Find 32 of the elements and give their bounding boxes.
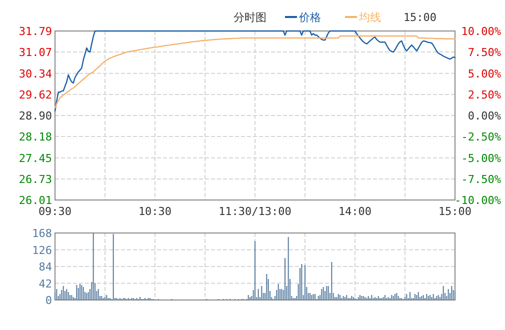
- x-tick-label: 11:30/13:00: [218, 205, 292, 218]
- x-tick-label: 15:00: [438, 205, 472, 218]
- y2-tick-label: 7.50%: [468, 46, 502, 60]
- text: 15:00: [403, 11, 437, 24]
- y2-tick-label: -10.00%: [454, 194, 502, 207]
- y-tick-label: 31.79: [18, 25, 52, 38]
- y-tick-label: 168: [32, 227, 52, 240]
- x-tick-label: 10:30: [138, 205, 172, 218]
- y-tick-label: 84: [38, 260, 52, 274]
- y-tick-label: 29.62: [18, 88, 52, 102]
- y-tick-label: 0: [45, 294, 52, 307]
- y2-tick-label: -5.00%: [461, 152, 502, 165]
- y2-tick-label: 5.00%: [468, 67, 502, 80]
- y-tick-label: 27.45: [18, 152, 52, 165]
- y2-tick-label: 10.00%: [461, 25, 502, 38]
- chart-title: 分时图: [234, 11, 266, 24]
- y2-tick-label: 2.50%: [468, 88, 502, 102]
- legend-label: 均线: [358, 11, 381, 24]
- legend-label: 价格: [298, 11, 321, 24]
- y-tick-label: 28.90: [18, 110, 52, 122]
- y-tick-label: 42: [38, 277, 52, 290]
- y-tick-label: 28.18: [18, 130, 52, 144]
- y-tick-label: 31.07: [18, 46, 52, 60]
- y-tick-label: 30.34: [18, 67, 52, 80]
- y2-tick-label: -7.50%: [461, 172, 502, 186]
- y-tick-label: 26.73: [18, 172, 52, 186]
- y2-tick-label: -2.50%: [461, 130, 502, 144]
- y2-tick-label: 0.00%: [468, 110, 502, 122]
- y-tick-label: 26.01: [18, 194, 52, 207]
- y-tick-label: 126: [32, 244, 52, 257]
- x-tick-label: 09:30: [38, 205, 72, 218]
- x-tick-label: 14:00: [338, 205, 372, 218]
